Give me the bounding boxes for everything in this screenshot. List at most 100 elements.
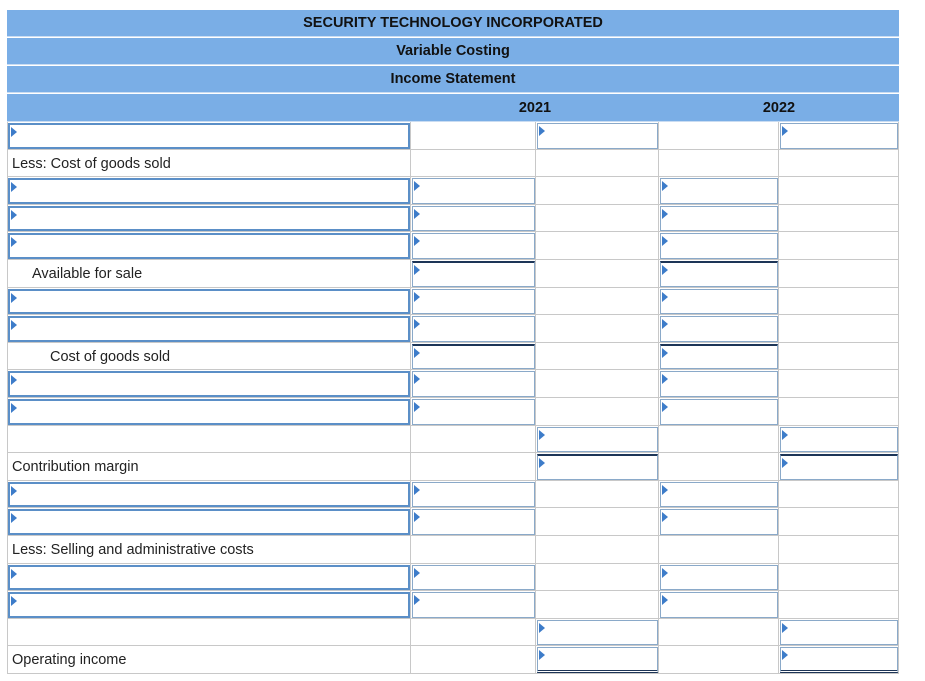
amount-input[interactable] bbox=[660, 564, 778, 591]
amount-input[interactable] bbox=[537, 454, 658, 480]
amount-input[interactable] bbox=[412, 233, 535, 259]
year-header-row bbox=[7, 94, 899, 122]
amount-input[interactable] bbox=[780, 647, 898, 673]
amount-input[interactable] bbox=[660, 288, 778, 315]
amount-input[interactable] bbox=[780, 454, 898, 480]
table-cell bbox=[411, 425, 536, 454]
amount-input[interactable] bbox=[537, 647, 658, 673]
amount-input[interactable] bbox=[412, 288, 535, 315]
label-select[interactable] bbox=[8, 592, 410, 618]
dropdown-marker bbox=[662, 265, 668, 275]
dropdown-marker bbox=[11, 320, 17, 331]
table-cell bbox=[7, 646, 411, 674]
table-cell bbox=[779, 398, 899, 426]
table-cell bbox=[7, 563, 411, 592]
amount-input[interactable] bbox=[412, 399, 535, 425]
table-cell bbox=[779, 204, 899, 233]
table-cell bbox=[659, 149, 779, 178]
amount-input[interactable] bbox=[412, 316, 535, 342]
amount-input[interactable] bbox=[780, 619, 898, 646]
amount-input[interactable] bbox=[537, 619, 658, 646]
table-cell bbox=[536, 618, 659, 647]
dropdown-marker bbox=[782, 458, 788, 469]
amount-input[interactable] bbox=[780, 123, 898, 149]
amount-input[interactable] bbox=[660, 205, 778, 232]
dropdown-marker bbox=[539, 622, 545, 633]
label-select[interactable] bbox=[8, 564, 410, 591]
amount-input[interactable] bbox=[412, 509, 535, 535]
table-cell bbox=[536, 287, 659, 316]
table-cell bbox=[659, 370, 779, 398]
label-select[interactable] bbox=[8, 316, 410, 342]
table-cell bbox=[536, 122, 659, 150]
dropdown-marker bbox=[414, 291, 420, 302]
amount-input[interactable] bbox=[660, 233, 778, 259]
amount-input[interactable] bbox=[660, 592, 778, 618]
dropdown-marker bbox=[782, 429, 788, 440]
amount-input[interactable] bbox=[660, 371, 778, 397]
amount-input[interactable] bbox=[537, 123, 658, 149]
row-label: Cost of goods sold bbox=[50, 348, 171, 365]
amount-input[interactable] bbox=[412, 371, 535, 397]
table-cell bbox=[411, 177, 536, 205]
amount-input[interactable] bbox=[660, 343, 778, 370]
label-select[interactable] bbox=[8, 399, 410, 425]
amount-input[interactable] bbox=[412, 261, 535, 287]
table-cell bbox=[7, 232, 411, 260]
company-title: SECURITY TECHNOLOGY INCORPORATED bbox=[7, 10, 899, 37]
table-cell bbox=[411, 398, 536, 426]
table-cell bbox=[659, 122, 779, 150]
amount-input[interactable] bbox=[412, 564, 535, 591]
dropdown-marker bbox=[11, 513, 17, 524]
table-cell bbox=[779, 287, 899, 316]
table-cell bbox=[536, 149, 659, 178]
label-select[interactable] bbox=[8, 123, 410, 149]
dropdown-marker bbox=[539, 429, 545, 440]
label-select[interactable] bbox=[8, 288, 410, 315]
label-select[interactable] bbox=[8, 233, 410, 259]
amount-input[interactable] bbox=[412, 592, 535, 618]
table-cell bbox=[779, 315, 899, 343]
table-cell bbox=[7, 591, 411, 619]
label-select[interactable] bbox=[8, 509, 410, 535]
amount-input[interactable] bbox=[660, 509, 778, 535]
table-cell bbox=[536, 425, 659, 454]
label-select[interactable] bbox=[8, 205, 410, 232]
amount-input[interactable] bbox=[537, 426, 658, 453]
dropdown-marker bbox=[662, 347, 668, 358]
table-cell bbox=[411, 315, 536, 343]
label-select[interactable] bbox=[8, 178, 410, 204]
amount-input[interactable] bbox=[412, 178, 535, 204]
amount-input[interactable] bbox=[780, 426, 898, 453]
table-cell bbox=[536, 536, 659, 564]
amount-input[interactable] bbox=[660, 178, 778, 204]
table-cell bbox=[536, 260, 659, 288]
table-cell bbox=[411, 342, 536, 371]
amount-input[interactable] bbox=[660, 399, 778, 425]
table-cell bbox=[536, 342, 659, 371]
amount-input[interactable] bbox=[412, 205, 535, 232]
dropdown-marker bbox=[414, 567, 420, 578]
amount-input[interactable] bbox=[412, 481, 535, 508]
amount-input[interactable] bbox=[660, 261, 778, 287]
amount-input[interactable] bbox=[660, 316, 778, 342]
table-cell bbox=[536, 563, 659, 592]
table-cell bbox=[779, 425, 899, 454]
table-cell bbox=[536, 646, 659, 674]
statement-title: Income Statement bbox=[7, 66, 899, 93]
amount-input[interactable] bbox=[412, 343, 535, 370]
table-cell bbox=[659, 618, 779, 647]
table-cell bbox=[411, 204, 536, 233]
table-cell bbox=[536, 508, 659, 536]
label-select[interactable] bbox=[8, 481, 410, 508]
dropdown-marker bbox=[662, 595, 668, 606]
dropdown-marker bbox=[662, 484, 668, 495]
dropdown-marker bbox=[414, 347, 420, 358]
amount-input[interactable] bbox=[660, 481, 778, 508]
dropdown-marker bbox=[414, 236, 420, 247]
table-cell bbox=[779, 122, 899, 150]
table-cell bbox=[779, 480, 899, 509]
label-select[interactable] bbox=[8, 371, 410, 397]
table-cell bbox=[659, 425, 779, 454]
dropdown-marker bbox=[414, 512, 420, 523]
